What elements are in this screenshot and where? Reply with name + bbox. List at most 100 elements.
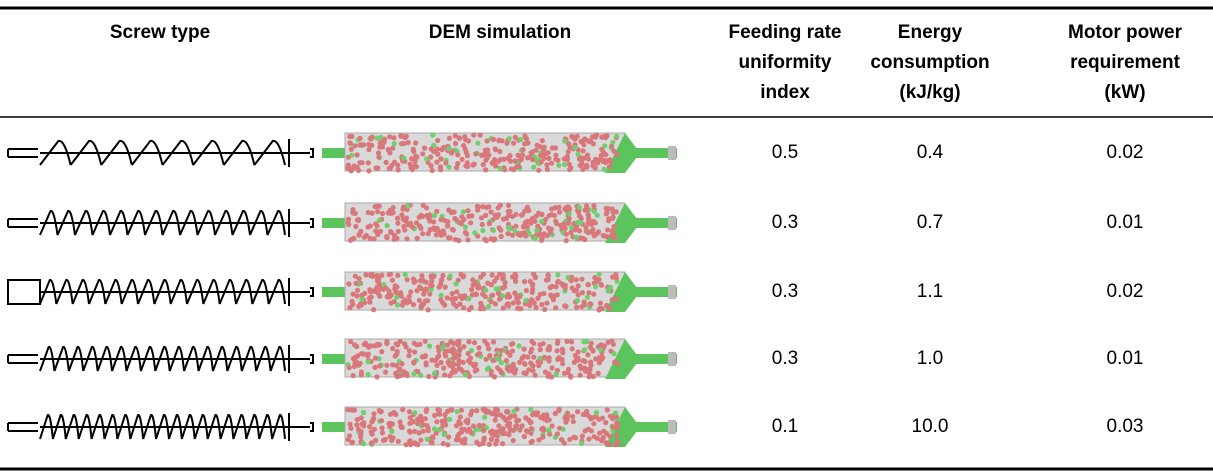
cell-value: 0.7: [916, 212, 944, 233]
dem-particle: [369, 431, 375, 437]
dem-particle: [389, 362, 396, 368]
dem-particle: [386, 420, 392, 427]
dem-particle: [384, 362, 390, 368]
screw-stub: [7, 354, 38, 364]
dem-particle: [598, 347, 604, 353]
dem-particle: [475, 204, 481, 210]
dem-particle: [611, 351, 617, 357]
dem-particle: [442, 284, 448, 290]
dem-particle: [408, 442, 414, 448]
dem-particle: [554, 292, 560, 298]
dem-particle: [607, 306, 613, 312]
dem-particle: [521, 433, 527, 440]
dem-particle: [531, 300, 537, 306]
dem-particle: [489, 293, 495, 299]
screw-stub: [7, 148, 38, 158]
dem-particle: [413, 220, 420, 226]
dem-particle: [529, 438, 535, 444]
dem-particle: [520, 152, 526, 158]
dem-particle: [443, 353, 449, 359]
dem-particle: [593, 134, 599, 140]
dem-particle: [480, 271, 486, 277]
dem-particle: [478, 300, 484, 306]
dem-particle: [379, 349, 385, 355]
dem-particle: [348, 166, 354, 172]
dem-particle: [593, 356, 599, 362]
dem-particle: [373, 437, 379, 443]
dem-particle: [359, 421, 365, 427]
dem-particle: [569, 224, 575, 231]
dem-particle: [458, 407, 464, 413]
dem-particle: [538, 159, 544, 165]
dem-particle: [532, 235, 538, 241]
dem-particle: [556, 162, 562, 168]
dem-particle: [562, 225, 568, 231]
dem-particle: [446, 135, 453, 141]
dem-particle: [452, 369, 458, 375]
dem-particle: [539, 426, 545, 432]
dem-particle: [422, 145, 428, 151]
dem-particle: [411, 359, 417, 365]
dem-particle: [384, 338, 390, 344]
dem-particle: [431, 219, 437, 225]
dem-particle: [442, 348, 449, 354]
dem-particle: [422, 353, 429, 359]
dem-particle: [445, 442, 451, 448]
dem-particle: [449, 291, 455, 297]
dem-particle: [432, 412, 438, 419]
dem-particle: [380, 437, 386, 443]
dem-particle: [476, 422, 482, 429]
dem-particle: [514, 418, 520, 424]
dem-particle: [536, 437, 542, 443]
dem-particle: [452, 140, 459, 147]
dem-particle: [463, 418, 469, 424]
dem-particle: [564, 157, 570, 163]
dem-particle: [523, 428, 530, 434]
dem-particle: [613, 410, 619, 416]
dem-particle: [434, 225, 440, 231]
dem-particle: [611, 223, 617, 230]
dem-particle: [531, 340, 537, 346]
dem-particle: [524, 224, 530, 230]
dem-particle: [409, 156, 415, 162]
dem-particle: [479, 221, 485, 228]
dem-particle: [402, 227, 408, 233]
dem-particle: [457, 414, 463, 420]
dem-particle: [412, 428, 418, 434]
dem-particle: [420, 202, 426, 208]
dem-particle: [366, 147, 372, 153]
dem-particle: [367, 424, 373, 430]
screw-helix: [39, 278, 314, 306]
dem-particle: [431, 142, 437, 148]
dem-particle: [407, 161, 413, 167]
dem-particle: [535, 295, 541, 301]
dem-particle: [558, 437, 565, 443]
dem-particle: [513, 211, 519, 218]
dem-particle: [438, 292, 444, 298]
dem-particle: [572, 145, 578, 151]
dem-particle: [462, 146, 468, 152]
dem-particle: [506, 420, 513, 426]
dem-particle: [368, 294, 374, 300]
dem-particle: [573, 234, 580, 240]
dem-particle: [504, 349, 510, 355]
dem-particle: [394, 294, 400, 300]
dem-particle: [448, 209, 454, 215]
dem-particle: [442, 412, 448, 418]
dem-particle: [533, 304, 539, 311]
dem-particle: [585, 212, 591, 218]
dem-particle: [452, 236, 458, 243]
dem-particle: [552, 410, 558, 417]
dem-particle: [371, 307, 377, 313]
dem-particle: [513, 223, 519, 229]
dem-particle: [543, 216, 549, 222]
dem-particle: [570, 134, 576, 141]
dem-particle: [423, 408, 429, 414]
dem-particle: [375, 209, 381, 215]
dem-particle: [379, 430, 386, 436]
dem-particle: [583, 224, 589, 230]
dem-particle: [504, 294, 510, 300]
dem-particle: [563, 231, 569, 237]
dem-particle: [604, 234, 610, 240]
dem-particle: [354, 293, 360, 299]
